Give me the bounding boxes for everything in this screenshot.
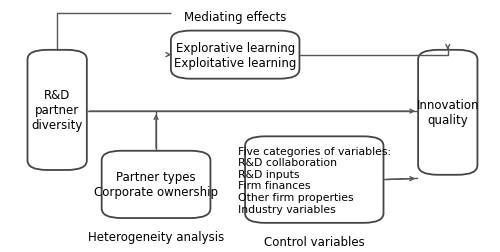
FancyBboxPatch shape — [28, 51, 87, 170]
Text: Heterogeneity analysis: Heterogeneity analysis — [88, 230, 224, 243]
FancyBboxPatch shape — [245, 137, 384, 223]
Text: Innovation
quality: Innovation quality — [416, 99, 479, 127]
Text: Control variables: Control variables — [264, 235, 364, 248]
FancyBboxPatch shape — [418, 51, 478, 175]
Text: Explorative learning
Exploitative learning: Explorative learning Exploitative learni… — [174, 42, 296, 69]
Text: Mediating effects: Mediating effects — [184, 11, 286, 24]
Text: R&D
partner
diversity: R&D partner diversity — [32, 89, 83, 132]
FancyBboxPatch shape — [102, 151, 210, 218]
Text: Five categories of variables:
R&D collaboration
R&D inputs
Firm finances
Other f: Five categories of variables: R&D collab… — [238, 146, 391, 214]
Text: Partner types
Corporate ownership: Partner types Corporate ownership — [94, 171, 218, 199]
FancyBboxPatch shape — [171, 32, 300, 79]
